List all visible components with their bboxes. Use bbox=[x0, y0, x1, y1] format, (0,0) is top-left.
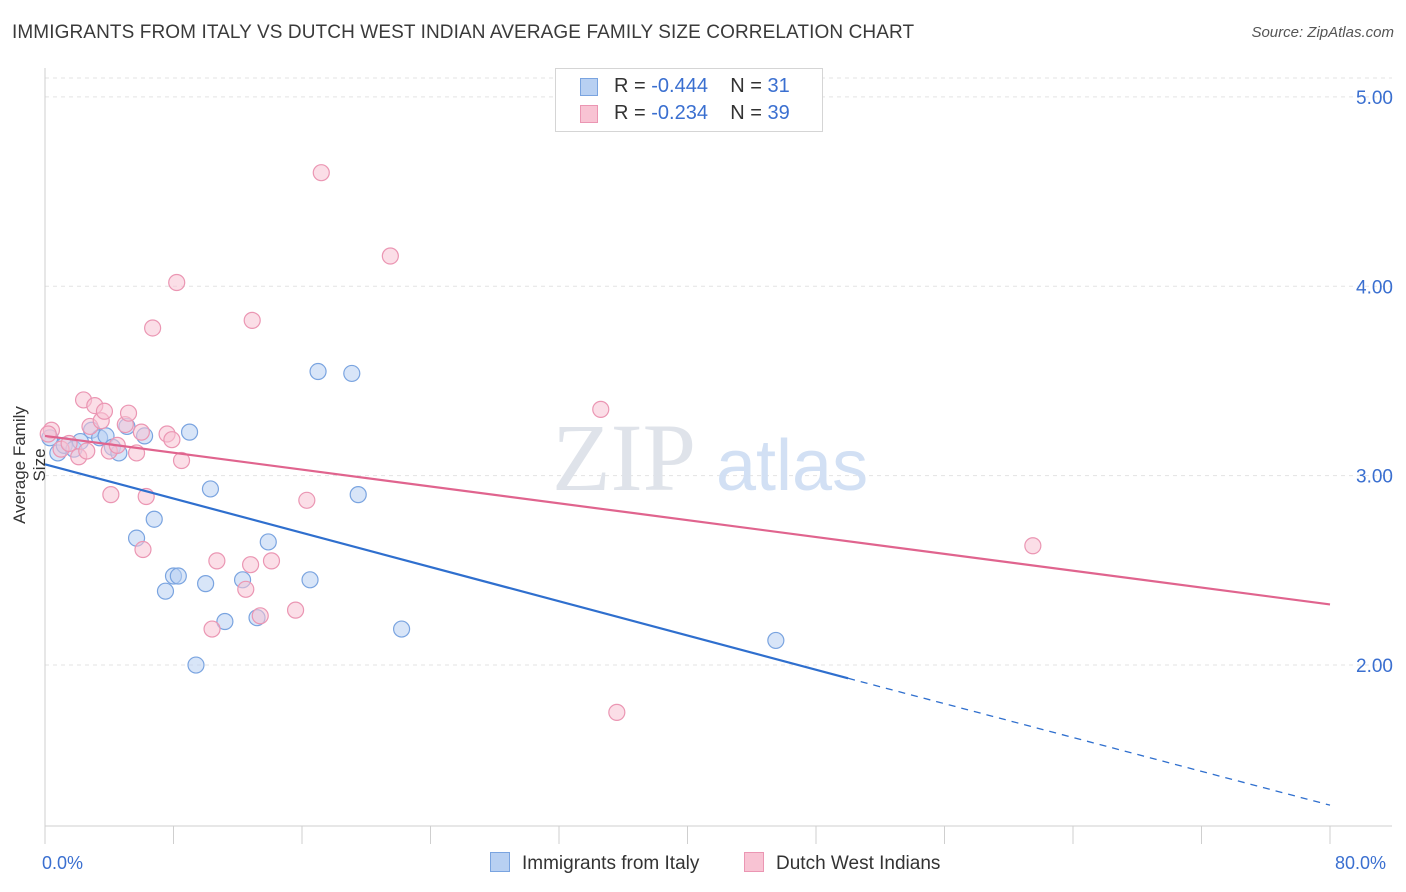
italy-r-value: -0.444 bbox=[651, 75, 708, 97]
legend-item-italy: Immigrants from Italy bbox=[490, 852, 699, 876]
italy-trend-extension bbox=[847, 677, 1331, 806]
dutch-point bbox=[172, 451, 191, 470]
legend-swatch-italy bbox=[490, 852, 510, 872]
dutch-trend-line bbox=[44, 434, 1331, 606]
dutch-point bbox=[119, 404, 138, 422]
italy-point bbox=[216, 612, 234, 631]
stats-legend: R = -0.444 N = 31 R = -0.234 N = 39 bbox=[555, 68, 823, 132]
italy-point bbox=[343, 364, 361, 383]
dutch-point bbox=[286, 601, 305, 619]
italy-point bbox=[767, 631, 785, 650]
dutch-point bbox=[592, 400, 610, 418]
y-tick-label: 2.00 bbox=[1356, 656, 1393, 677]
dutch-point bbox=[203, 620, 221, 638]
italy-point bbox=[392, 620, 411, 638]
dutch-point bbox=[298, 491, 316, 509]
dutch-n-value: 39 bbox=[767, 102, 790, 124]
data-points bbox=[39, 164, 1042, 721]
legend-item-dutch: Dutch West Indians bbox=[744, 852, 940, 876]
y-tick-labels: 2.00 3.00 4.00 5.00 bbox=[1356, 88, 1393, 677]
dutch-point bbox=[312, 164, 330, 182]
dutch-point bbox=[102, 486, 120, 504]
x-tick-label-max: 80.0% bbox=[1335, 853, 1387, 873]
legend-label-italy: Immigrants from Italy bbox=[522, 853, 700, 874]
dutch-point bbox=[134, 540, 152, 559]
axes bbox=[44, 68, 1392, 844]
dutch-point bbox=[163, 431, 181, 449]
dutch-point bbox=[78, 442, 96, 460]
legend-label-dutch: Dutch West Indians bbox=[776, 853, 941, 874]
dutch-point bbox=[144, 319, 162, 337]
dutch-point bbox=[39, 425, 57, 443]
italy-point bbox=[349, 486, 367, 504]
italy-point bbox=[156, 582, 175, 600]
italy-point bbox=[301, 571, 319, 589]
watermark-zip: ZIP bbox=[552, 404, 696, 511]
y-tick-label: 3.00 bbox=[1356, 467, 1393, 488]
dutch-point bbox=[251, 607, 269, 625]
watermark-atlas: atlas bbox=[716, 426, 868, 506]
dutch-point bbox=[208, 552, 226, 570]
dutch-point bbox=[243, 311, 261, 329]
italy-point bbox=[187, 656, 205, 674]
italy-point bbox=[259, 533, 277, 551]
italy-point bbox=[201, 480, 220, 498]
y-tick-label: 4.00 bbox=[1356, 277, 1393, 298]
italy-point bbox=[309, 362, 327, 381]
y-tick-label: 5.00 bbox=[1356, 88, 1393, 109]
dutch-swatch bbox=[580, 105, 598, 123]
dutch-point bbox=[381, 247, 399, 265]
dutch-point bbox=[132, 423, 150, 441]
y-axis-title: Average Family Size bbox=[10, 406, 49, 524]
dutch-point bbox=[262, 552, 281, 570]
dutch-point bbox=[242, 556, 260, 574]
dutch-r-label: R = bbox=[614, 102, 652, 124]
dutch-n-label: N = bbox=[730, 102, 768, 124]
italy-point bbox=[197, 575, 215, 593]
dutch-point bbox=[168, 273, 186, 292]
italy-point bbox=[180, 423, 199, 441]
dutch-point bbox=[237, 580, 255, 598]
dutch-point bbox=[1024, 537, 1042, 555]
legend-swatch-dutch bbox=[744, 852, 764, 872]
watermark: ZIP atlas bbox=[552, 404, 868, 511]
source-label: Source: ZipAtlas.com bbox=[1251, 24, 1394, 41]
italy-n-value: 31 bbox=[767, 75, 790, 97]
italy-point bbox=[169, 567, 187, 585]
dutch-point bbox=[608, 703, 626, 721]
dutch-point bbox=[95, 402, 114, 420]
trend-lines bbox=[44, 434, 1331, 806]
italy-swatch bbox=[580, 78, 598, 96]
italy-point bbox=[145, 510, 163, 528]
dutch-r-value: -0.234 bbox=[651, 102, 708, 124]
x-tick-label-min: 0.0% bbox=[42, 853, 84, 873]
italy-n-label: N = bbox=[730, 75, 768, 97]
chart-title: IMMIGRANTS FROM ITALY VS DUTCH WEST INDI… bbox=[12, 22, 915, 43]
italy-trend-line bbox=[44, 463, 849, 680]
italy-r-label: R = bbox=[614, 75, 652, 97]
